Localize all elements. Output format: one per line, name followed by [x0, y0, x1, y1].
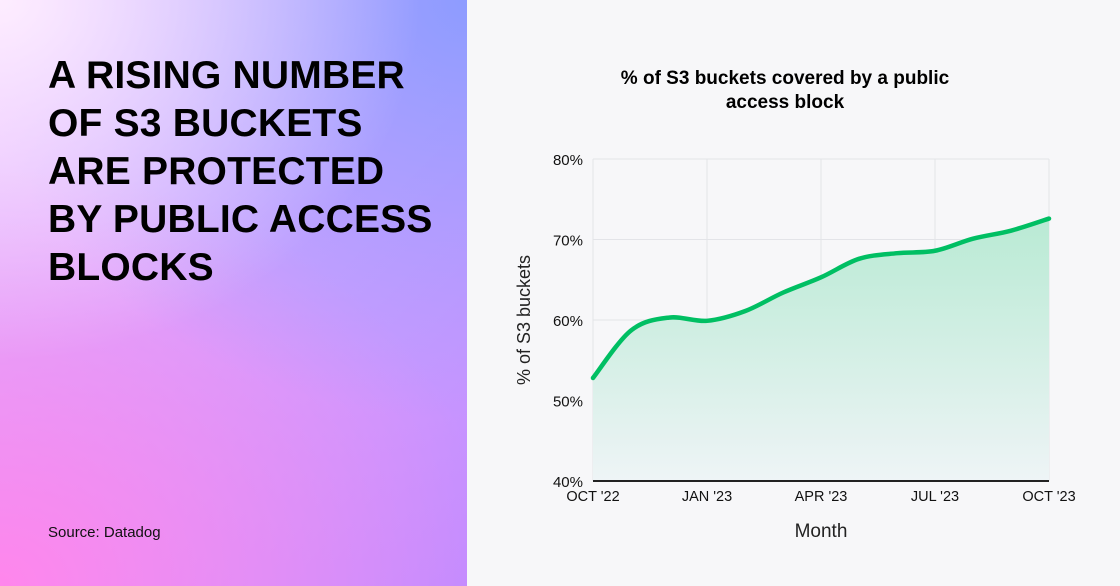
y-tick-label: 50%	[553, 394, 583, 411]
x-tick-label: APR '23	[795, 489, 848, 505]
y-axis-label: % of S3 buckets	[514, 255, 534, 385]
chart-title: % of S3 buckets covered by a public acce…	[620, 68, 950, 113]
headline-panel: A RISING NUMBER OF S3 BUCKETS ARE PROTEC…	[0, 0, 467, 586]
y-tick-label: 40%	[553, 474, 583, 491]
x-tick-label: JUL '23	[911, 489, 959, 505]
x-tick-label: OCT '23	[1022, 489, 1075, 505]
x-axis-label: Month	[795, 521, 848, 542]
headline: A RISING NUMBER OF S3 BUCKETS ARE PROTEC…	[48, 54, 433, 289]
x-tick-label: JAN '23	[682, 489, 732, 505]
y-tick-label: 70%	[553, 233, 583, 250]
x-tick-label: OCT '22	[566, 489, 619, 505]
y-tick-label: 60%	[553, 313, 583, 330]
area-fill	[593, 218, 1049, 481]
y-tick-label: 80%	[553, 152, 583, 169]
source-note: Source: Datadog	[48, 524, 161, 541]
